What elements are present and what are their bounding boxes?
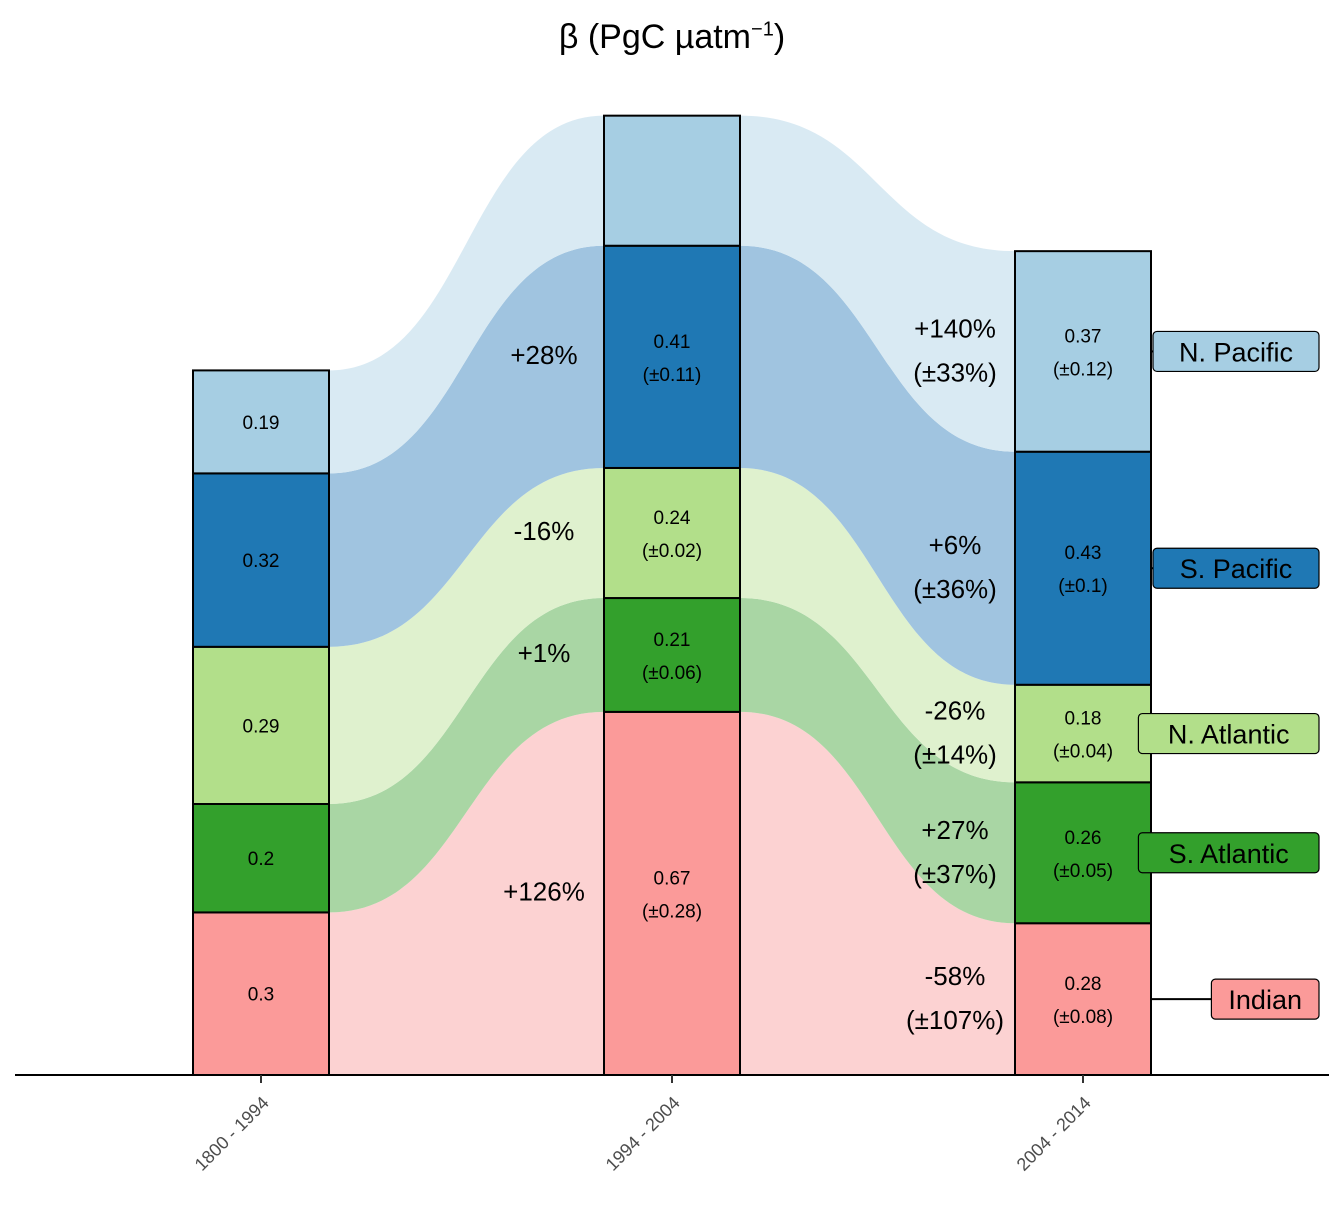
bar-layer: 0.3 0.2 0.29 0.32 0.19 0.67 (±0.28) 0.21 (±0.06)… <box>192 114 1152 1077</box>
value-label: 0.24 <box>654 508 691 529</box>
uncertainty-label: (±0.04) <box>1053 742 1113 763</box>
legend-box-n-pacific <box>1152 330 1320 373</box>
legend-label-s-pacific: S. Pacific <box>1180 554 1293 584</box>
bar-segment-indian-3 <box>1014 922 1152 1076</box>
x-tick-label: 1800 - 1994 <box>191 1093 273 1175</box>
flow-indian-2 <box>740 711 1015 1075</box>
change-label: +1% <box>518 638 571 668</box>
bar-segment-n-pacific-3 <box>1014 250 1152 453</box>
legend-box-n-atlantic <box>1137 712 1320 755</box>
value-label: 0.21 <box>654 630 691 651</box>
uncertainty-label: (±0.1) <box>1058 576 1108 597</box>
change-uncertainty-label: (±14%) <box>913 740 997 770</box>
bar-segment-indian-2 <box>603 710 741 1076</box>
uncertainty-label: (±0.05) <box>1053 861 1113 882</box>
uncertainty-label: (±0.02) <box>642 541 702 562</box>
value-label: 0.43 <box>1065 543 1102 564</box>
bar-segment-indian-1 <box>192 911 330 1077</box>
change-uncertainty-label: (±37%) <box>913 859 997 889</box>
change-label: -58% <box>925 961 986 991</box>
value-label: 0.26 <box>1065 828 1102 849</box>
bar-segment-n-atlantic-1 <box>192 645 330 805</box>
uncertainty-label: (±0.12) <box>1053 359 1113 380</box>
x-tick-label: 1994 - 2004 <box>602 1093 684 1175</box>
flow-s-atlantic-1 <box>329 598 604 913</box>
change-label: -16% <box>514 516 575 546</box>
change-labels: +126% -58% (±107%) +1% +27% (±37%) -16% -26% (±1… <box>503 313 1004 1035</box>
change-label: -26% <box>925 696 986 726</box>
flow-s-atlantic-2 <box>740 598 1015 924</box>
bar-segment-n-pacific-1 <box>192 369 330 475</box>
flow-n-pacific-2 <box>740 115 1015 452</box>
flow-indian-1 <box>329 711 604 1075</box>
bar-segment-n-atlantic-2 <box>603 466 741 600</box>
change-uncertainty-label: (±107%) <box>906 1005 1004 1035</box>
flow-n-atlantic-2 <box>740 467 1015 783</box>
bar-segment-n-atlantic-3 <box>1014 683 1152 784</box>
chart-title: β (PgC µatm−1) <box>558 18 786 56</box>
change-label: +28% <box>510 340 577 370</box>
legend-box-indian <box>1210 978 1320 1020</box>
bar-segment-s-pacific-3 <box>1014 450 1152 686</box>
value-label: 0.41 <box>654 332 691 353</box>
change-label: +140% <box>914 313 996 343</box>
value-label: 0.67 <box>654 868 691 889</box>
legend-label-n-pacific: N. Pacific <box>1179 337 1293 367</box>
legend-box-s-pacific <box>1152 547 1320 589</box>
value-label: 0.18 <box>1065 709 1102 730</box>
uncertainty-label: (±0.11) <box>643 365 702 386</box>
x-tick-label: 2004 - 2014 <box>1013 1093 1095 1175</box>
change-label: +126% <box>503 876 585 906</box>
flow-n-pacific-1 <box>329 115 604 474</box>
uncertainty-label: (±0.28) <box>642 901 702 922</box>
change-label: +27% <box>921 815 988 845</box>
change-uncertainty-label: (±33%) <box>913 357 997 387</box>
legend-label-indian: Indian <box>1228 985 1302 1015</box>
value-label: 0.37 <box>1065 326 1102 347</box>
value-label: 0.28 <box>1065 974 1102 995</box>
flow-s-pacific-2 <box>740 245 1015 685</box>
legend: Indian S. Atlantic N. Atlantic S. Pacific N.… <box>1137 330 1320 1020</box>
bar-segment-s-atlantic-2 <box>603 597 741 713</box>
legend-label-n-atlantic: N. Atlantic <box>1168 720 1290 750</box>
bar-segment-s-pacific-1 <box>192 472 330 648</box>
legend-label-s-atlantic: S. Atlantic <box>1169 839 1289 869</box>
value-label: 0.3 <box>248 985 274 1006</box>
flow-n-atlantic-1 <box>329 467 604 804</box>
legend-box-s-atlantic <box>1137 832 1320 874</box>
flow-layer <box>329 115 1015 1075</box>
bar-segment-s-atlantic-1 <box>192 803 330 914</box>
change-label: +6% <box>929 530 982 560</box>
value-label: 0.32 <box>243 551 280 572</box>
flow-s-pacific-1 <box>329 245 604 647</box>
change-uncertainty-label: (±36%) <box>913 574 997 604</box>
value-label: 0.19 <box>243 413 280 434</box>
bar-segment-n-pacific-2 <box>603 114 741 247</box>
bar-segment-s-pacific-2 <box>603 244 741 469</box>
value-label: 0.29 <box>243 716 280 737</box>
uncertainty-label: (±0.06) <box>642 663 702 684</box>
value-label: 0.2 <box>248 849 274 870</box>
bar-segment-s-atlantic-3 <box>1014 781 1152 925</box>
x-axis: 1800 - 1994 1994 - 2004 2004 - 2014 <box>15 1074 1329 1175</box>
uncertainty-label: (±0.08) <box>1053 1007 1113 1028</box>
